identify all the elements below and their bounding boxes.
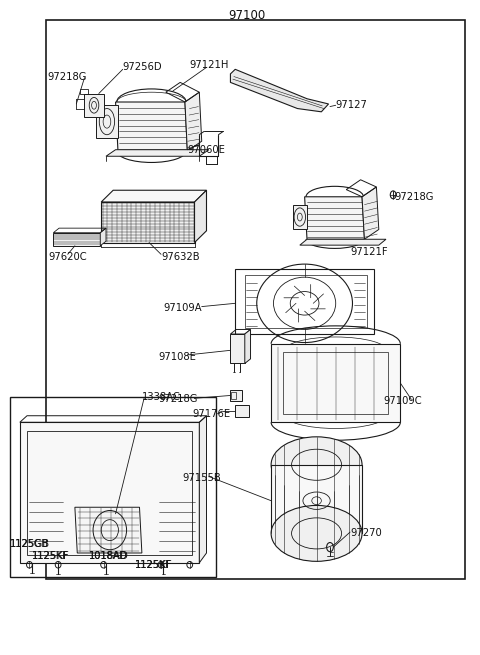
Bar [231,392,236,400]
Polygon shape [305,196,364,239]
Text: 1125KF: 1125KF [32,552,69,561]
Bar [230,390,242,401]
Text: 1338AC: 1338AC [142,392,180,402]
Polygon shape [230,334,245,364]
Polygon shape [75,507,142,553]
Text: 1125GB: 1125GB [10,540,49,550]
Polygon shape [53,233,100,246]
Polygon shape [100,228,106,246]
Bar [80,89,88,94]
Text: 97060E: 97060E [187,145,225,155]
Bar [10,398,216,577]
Ellipse shape [271,506,362,561]
Polygon shape [101,202,194,242]
Polygon shape [230,69,328,112]
Polygon shape [199,416,206,563]
Text: 1125KF: 1125KF [135,560,172,570]
Bar [20,422,199,563]
Text: 97108E: 97108E [158,352,196,362]
Text: 97256D: 97256D [123,62,162,72]
Polygon shape [96,105,118,138]
Text: 97632B: 97632B [161,252,200,262]
Text: 97155B: 97155B [182,473,221,483]
Bar [271,344,400,422]
Bar [283,352,388,414]
Text: 1125KF: 1125KF [32,552,70,561]
Bar [46,20,465,579]
Bar [271,465,362,533]
Polygon shape [194,190,206,242]
Ellipse shape [271,437,362,493]
Bar [27,431,192,555]
Polygon shape [300,239,386,245]
Polygon shape [116,102,187,151]
Text: 97270: 97270 [350,528,382,538]
Polygon shape [84,94,104,117]
Text: 97218G: 97218G [48,72,87,82]
Text: 97218G: 97218G [158,394,198,403]
Polygon shape [106,150,209,157]
Polygon shape [293,204,307,229]
Text: 1125KF: 1125KF [135,560,171,570]
Bar [235,405,249,417]
Polygon shape [101,190,206,202]
Text: 97121F: 97121F [350,247,388,257]
Text: 1018AD: 1018AD [89,552,128,561]
Text: 1018AD: 1018AD [89,552,129,561]
Text: 97100: 97100 [228,9,266,22]
Text: 97109C: 97109C [384,396,422,405]
Text: 97620C: 97620C [48,252,87,262]
Polygon shape [185,92,202,151]
Polygon shape [362,187,379,239]
Text: 97109A: 97109A [163,303,202,313]
Text: 97121H: 97121H [190,60,229,70]
Text: 1125GB: 1125GB [10,540,50,550]
Text: 97176E: 97176E [192,409,230,419]
Text: 97127: 97127 [336,100,368,109]
Text: 97218G: 97218G [394,193,433,202]
Polygon shape [245,329,251,364]
